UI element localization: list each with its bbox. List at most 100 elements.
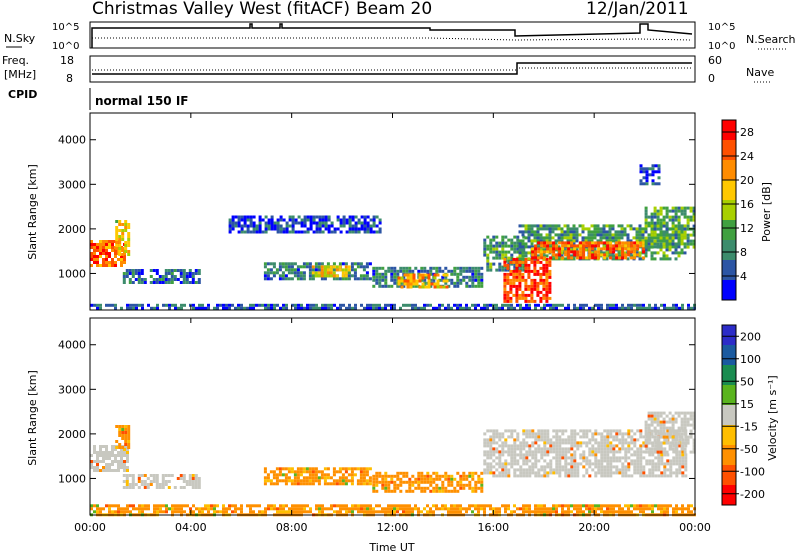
scatter-cell	[581, 224, 585, 228]
scatter-cell	[663, 465, 667, 469]
scatter-cell	[618, 247, 622, 251]
scatter-cell	[561, 241, 565, 245]
scatter-cell	[222, 507, 225, 511]
scatter-cell	[570, 441, 574, 445]
scatter-cell	[582, 504, 585, 508]
scatter-cell	[185, 480, 189, 483]
scatter-cell	[237, 218, 241, 222]
scatter-cell	[503, 293, 507, 297]
scatter-cell	[309, 303, 312, 307]
scatter-cell	[357, 218, 361, 222]
scatter-cell	[576, 504, 579, 508]
scatter-cell	[507, 447, 511, 451]
scatter-cell	[131, 483, 135, 486]
scatter-cell	[384, 269, 388, 273]
scatter-cell	[684, 474, 688, 478]
scatter-cell	[638, 224, 642, 228]
scatter-cell	[573, 465, 577, 469]
scatter-cell	[465, 284, 469, 288]
scatter-cell	[432, 266, 436, 270]
scatter-cell	[362, 277, 366, 281]
scatter-cell	[597, 303, 600, 307]
scatter-cell	[354, 303, 357, 307]
scatter-cell	[489, 471, 493, 475]
scatter-cell	[600, 456, 604, 460]
scatter-cell	[626, 224, 630, 228]
scatter-cell	[324, 507, 327, 511]
scatter-cell	[692, 224, 696, 228]
scatter-cell	[600, 444, 604, 448]
scatter-cell	[111, 454, 114, 457]
scatter-cell	[650, 242, 654, 246]
scatter-cell	[501, 253, 505, 257]
scatter-cell	[680, 233, 684, 237]
scatter-cell	[647, 441, 651, 445]
scatter-cell	[665, 224, 669, 228]
scatter-cell	[540, 438, 544, 442]
scatter-cell	[639, 456, 643, 460]
scatter-cell	[381, 306, 384, 310]
scatter-cell	[633, 250, 637, 254]
scatter-cell	[636, 507, 639, 511]
scatter-cell	[605, 233, 609, 237]
scatter-cell	[623, 230, 627, 234]
scatter-cell	[689, 239, 693, 243]
scatter-cell	[542, 239, 546, 243]
scatter-cell	[603, 510, 606, 514]
scatter-cell	[266, 476, 270, 480]
scatter-cell	[650, 224, 654, 228]
scatter-cell	[258, 227, 262, 231]
scatter-cell	[507, 450, 511, 454]
scatter-cell	[572, 236, 576, 240]
scatter-cell	[653, 239, 657, 243]
scatter-cell	[149, 269, 153, 272]
scatter-cell	[354, 227, 358, 231]
scatter-cell	[659, 444, 663, 448]
scatter-cell	[354, 306, 357, 310]
scatter-cell	[602, 245, 606, 249]
scatter-cell	[618, 507, 621, 511]
scatter-cell	[659, 414, 663, 418]
scatter-cell	[662, 423, 666, 427]
scatter-cell	[615, 456, 619, 460]
scatter-cell	[615, 435, 619, 439]
scatter-cell	[263, 265, 267, 269]
scatter-cell	[270, 303, 273, 307]
scatter-cell	[436, 279, 440, 283]
scatter-cell	[390, 480, 394, 484]
scatter-cell	[537, 241, 541, 245]
colorbar-tick-label: 24	[740, 150, 754, 163]
scatter-cell	[636, 465, 640, 469]
scatter-cell	[531, 450, 535, 454]
scatter-cell	[149, 480, 153, 483]
scatter-cell	[522, 432, 526, 436]
scatter-cell	[311, 476, 315, 480]
scatter-cell	[429, 272, 433, 276]
scatter-cell	[102, 454, 105, 457]
scatter-cell	[540, 429, 544, 433]
scatter-cell	[515, 278, 519, 282]
scatter-cell	[323, 476, 327, 480]
scatter-cell	[249, 215, 253, 219]
scatter-cell	[444, 504, 447, 508]
scatter-cell	[492, 453, 496, 457]
scatter-cell	[627, 465, 631, 469]
scatter-cell	[521, 290, 525, 294]
scatter-cell	[518, 260, 522, 264]
scatter-cell	[465, 510, 468, 514]
scatter-cell	[341, 268, 345, 272]
scatter-cell	[621, 256, 625, 260]
scatter-cell	[530, 239, 534, 243]
scatter-cell	[117, 507, 120, 511]
scatter-cell	[191, 480, 195, 483]
scatter-cell	[539, 272, 543, 276]
scatter-cell	[258, 215, 262, 219]
scatter-cell	[636, 244, 640, 248]
scatter-cell	[573, 438, 577, 442]
scatter-cell	[594, 429, 598, 433]
scatter-cell	[659, 212, 663, 216]
scatter-cell	[317, 274, 321, 278]
scatter-cell	[278, 470, 282, 474]
scatter-cell	[647, 233, 651, 237]
